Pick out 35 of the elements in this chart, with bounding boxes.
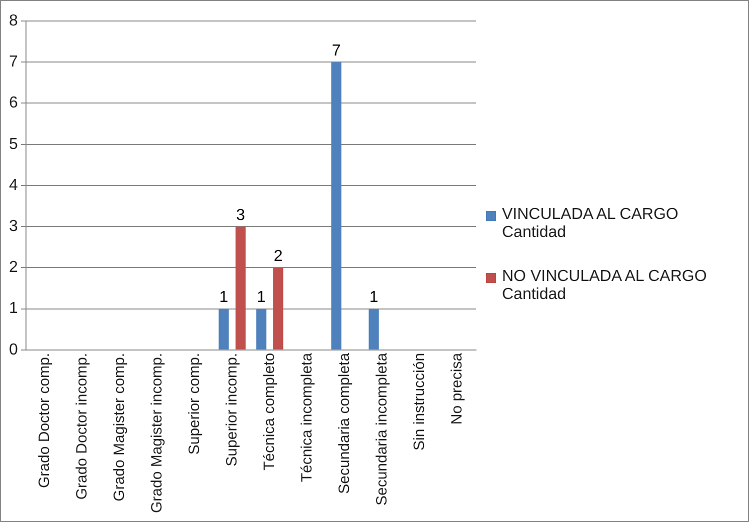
data-label: 3 [236, 206, 246, 224]
y-tick-label: 3 [8, 218, 18, 235]
bar [236, 226, 246, 350]
x-tick-label: Técnica incompleta [298, 352, 316, 482]
x-tick-label: Superior incomp. [223, 352, 240, 466]
y-tick-label: 6 [8, 94, 18, 112]
x-tick-label: Grado Magister comp. [110, 352, 128, 502]
x-tick-label: Secundaria incompleta [373, 352, 390, 506]
data-label: 2 [274, 248, 283, 266]
x-tick-label: Grado Doctor incomp. [73, 352, 90, 500]
bar [331, 62, 342, 350]
x-tick-label: Secundaria completa [336, 352, 353, 494]
legend-label: NO VINCULADA AL CARGO Cantidad [502, 268, 708, 304]
data-label: 1 [256, 289, 266, 306]
y-tick-label: 0 [8, 341, 18, 358]
y-tick-label: 7 [8, 54, 18, 71]
data-label: 1 [369, 289, 378, 306]
legend-label: VINCULADA AL CARGO Cantidad [502, 206, 680, 242]
x-tick-label: No precisa [448, 352, 466, 425]
y-tick-label: 5 [8, 136, 18, 153]
y-tick-label: 8 [8, 12, 18, 30]
bar [368, 308, 379, 350]
data-label: 7 [332, 42, 341, 60]
y-tick-label: 4 [8, 176, 18, 194]
data-label: 1 [219, 289, 228, 306]
bar [218, 308, 229, 350]
bar [273, 268, 284, 350]
x-tick-label: Grado Magister incomp. [148, 352, 166, 514]
x-tick-label: Técnica completo [260, 352, 278, 470]
y-tick-label: 2 [8, 259, 18, 276]
x-tick-label: Grado Doctor comp. [36, 352, 53, 488]
y-tick-label: 1 [8, 300, 18, 318]
x-tick-label: Superior comp. [186, 352, 203, 455]
x-tick-label: Sin instrucción [410, 352, 428, 450]
bar [256, 308, 266, 350]
